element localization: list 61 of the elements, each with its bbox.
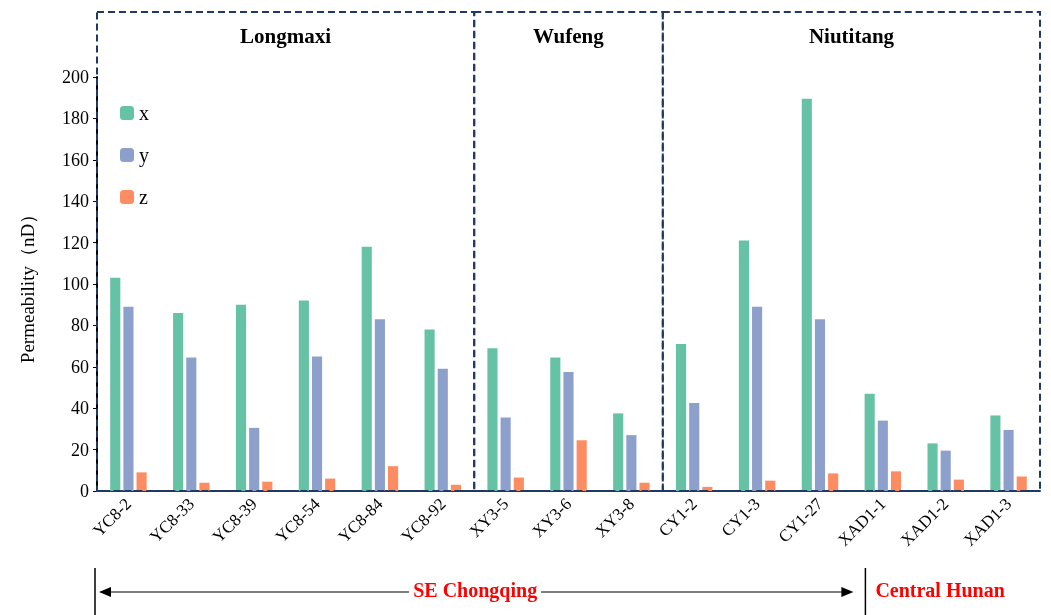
text: Longmaxi: [239, 24, 333, 49]
bar: [990, 415, 1001, 491]
bar: [186, 357, 197, 491]
bar: [626, 435, 637, 491]
bar: [388, 466, 399, 491]
bar: [1016, 476, 1027, 491]
bar: [325, 478, 336, 491]
bar: [235, 304, 247, 491]
bar: [513, 477, 524, 491]
bar: [1003, 429, 1014, 491]
bar: [550, 357, 561, 491]
bar: [877, 420, 888, 491]
y-tick-label: 160: [62, 149, 89, 170]
bar: [437, 368, 448, 491]
y-tick-label: 120: [62, 232, 89, 253]
bar: [110, 277, 121, 491]
bar: [487, 348, 498, 491]
bar: [801, 98, 812, 491]
bar: [689, 403, 700, 491]
bar: [123, 306, 134, 491]
legend-label: x: [139, 102, 149, 124]
text: SE Chongqing: [409, 579, 542, 602]
bar: [828, 473, 839, 491]
legend-label: y: [139, 144, 149, 167]
y-tick-label: 0: [80, 481, 89, 501]
bar: [374, 319, 385, 491]
bar: [136, 472, 147, 491]
y-tick-label: 200: [62, 67, 89, 87]
bar: [927, 443, 938, 491]
y-tick-label: 180: [62, 108, 89, 129]
bar: [199, 482, 210, 491]
y-tick-label: 40: [71, 398, 89, 419]
bar: [576, 440, 587, 491]
bar: [173, 312, 184, 491]
bar: [361, 246, 372, 491]
legend-label: z: [139, 186, 148, 208]
bar: [676, 344, 687, 491]
bar: [311, 356, 323, 491]
bar: [953, 479, 964, 491]
y-tick-label: 20: [71, 439, 89, 460]
y-axis-title: Permeability（nD）: [17, 204, 38, 364]
bar: [424, 329, 435, 491]
text: Niutitang: [807, 24, 896, 49]
bar: [613, 413, 624, 491]
bar: [752, 306, 763, 491]
bar: [563, 371, 574, 491]
y-tick-label: 80: [71, 315, 89, 336]
bar: [500, 417, 511, 491]
bar: [738, 240, 749, 491]
bar: [890, 471, 902, 491]
bar: [298, 300, 309, 491]
bar: [864, 393, 875, 491]
bar: [639, 482, 650, 491]
text: Wufeng: [532, 24, 605, 49]
y-tick-label: 140: [62, 191, 89, 212]
text: Central Hunan: [871, 579, 1009, 602]
bar: [249, 427, 260, 491]
y-tick-label: 100: [62, 274, 89, 294]
bar: [814, 319, 826, 491]
y-tick-label: 60: [71, 356, 89, 377]
bar: [940, 450, 951, 491]
